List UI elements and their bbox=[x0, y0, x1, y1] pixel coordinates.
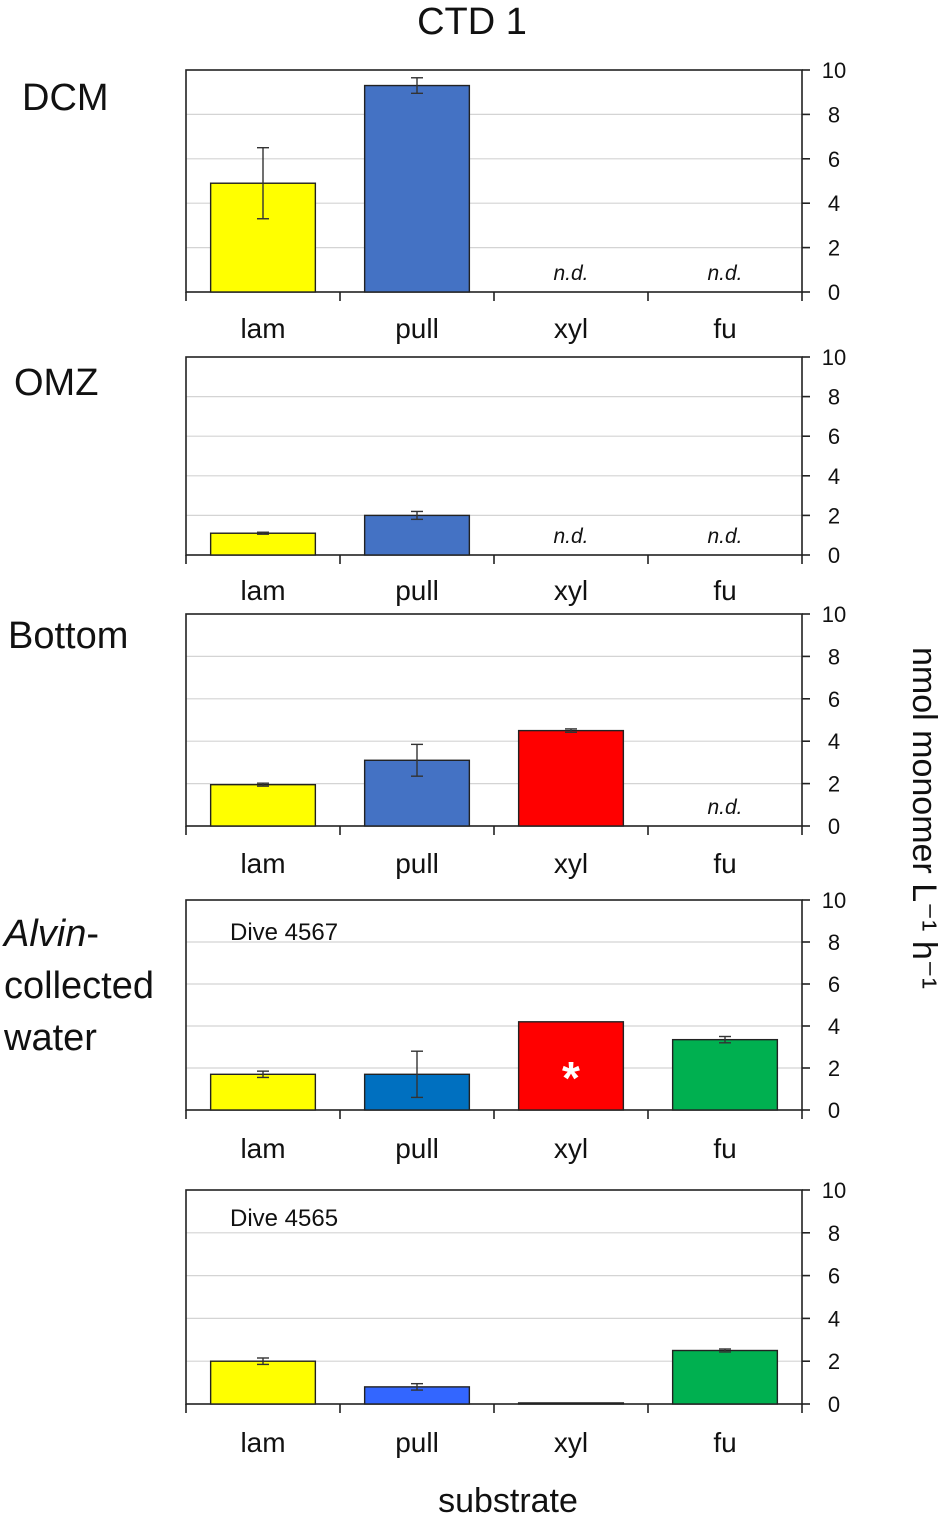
y-tick-label: 10 bbox=[822, 58, 846, 83]
y-tick-label: 2 bbox=[828, 236, 840, 261]
y-axis-label: nmol monomer L⁻¹ h⁻¹ bbox=[905, 647, 943, 989]
bar-fu bbox=[671, 1349, 779, 1405]
category-label-lam: lam bbox=[240, 313, 285, 344]
panel-omz: 0 2 4 6 8 10 lam pull n.d. xyl n.d. fu bbox=[185, 345, 846, 606]
significance-asterisk: * bbox=[562, 1052, 580, 1104]
bar-fu bbox=[671, 1038, 779, 1111]
y-tick-label: 2 bbox=[828, 1349, 840, 1374]
y-tick-label: 4 bbox=[828, 1306, 840, 1331]
y-tick-label: 4 bbox=[828, 729, 840, 754]
y-tick-label: 8 bbox=[828, 930, 840, 955]
chart-panels: 0 2 4 6 8 10 lam pull n.d. xyl n.d. fu 0 2 4 6 8 10 lam pul… bbox=[185, 58, 846, 1458]
bar-lam bbox=[209, 1360, 317, 1405]
error-bar-lam bbox=[257, 782, 269, 787]
category-label-lam: lam bbox=[240, 575, 285, 606]
y-tick-label: 6 bbox=[828, 972, 840, 997]
category-label-fu: fu bbox=[713, 313, 736, 344]
category-label-fu: fu bbox=[713, 848, 736, 879]
bar-pull bbox=[363, 84, 471, 293]
error-bar-lam bbox=[257, 1070, 269, 1079]
panel-bottom: 0 2 4 6 8 10 lam pull xyl n.d. fu bbox=[185, 602, 846, 879]
bar-pull bbox=[363, 514, 471, 556]
y-tick-label: 8 bbox=[828, 102, 840, 127]
nd-label: n.d. bbox=[707, 796, 742, 819]
y-tick-label: 10 bbox=[822, 888, 846, 913]
panel-dcm: 0 2 4 6 8 10 lam pull n.d. xyl n.d. fu bbox=[185, 58, 846, 344]
y-tick-label: 8 bbox=[828, 1221, 840, 1246]
category-label-pull: pull bbox=[395, 1133, 439, 1164]
nd-label: n.d. bbox=[707, 262, 742, 285]
y-tick-label: 0 bbox=[828, 1098, 840, 1123]
y-tick-label: 10 bbox=[822, 602, 846, 627]
nd-label: n.d. bbox=[553, 525, 588, 548]
category-label-fu: fu bbox=[713, 575, 736, 606]
y-tick-label: 0 bbox=[828, 1392, 840, 1417]
y-tick-label: 2 bbox=[828, 503, 840, 528]
error-bar-fu bbox=[719, 1035, 731, 1044]
category-label-pull: pull bbox=[395, 1427, 439, 1458]
bar-lam bbox=[209, 783, 317, 827]
category-label-lam: lam bbox=[240, 848, 285, 879]
nd-label: n.d. bbox=[553, 262, 588, 285]
y-tick-label: 2 bbox=[828, 1056, 840, 1081]
dive-label: Dive 4565 bbox=[230, 1205, 338, 1232]
row-label-omz: OMZ bbox=[14, 362, 98, 404]
dive-label: Dive 4567 bbox=[230, 919, 338, 946]
category-label-xyl: xyl bbox=[554, 313, 588, 344]
error-bar-pull bbox=[411, 1382, 423, 1391]
row-label-dcm: DCM bbox=[22, 77, 109, 119]
y-tick-label: 6 bbox=[828, 687, 840, 712]
y-tick-label: 2 bbox=[828, 772, 840, 797]
error-bar-xyl bbox=[565, 728, 577, 733]
category-label-lam: lam bbox=[240, 1427, 285, 1458]
y-tick-label: 0 bbox=[828, 814, 840, 839]
error-bar-lam bbox=[257, 1357, 269, 1366]
y-tick-label: 4 bbox=[828, 464, 840, 489]
row-label-bottom: Bottom bbox=[8, 615, 128, 657]
error-bar-pull bbox=[411, 510, 423, 521]
y-tick-label: 6 bbox=[828, 424, 840, 449]
figure-title: CTD 1 bbox=[417, 1, 527, 43]
error-bar-pull bbox=[411, 743, 423, 777]
y-tick-label: 10 bbox=[822, 1178, 846, 1203]
y-tick-label: 6 bbox=[828, 147, 840, 172]
error-bar-pull bbox=[411, 1050, 423, 1099]
panel-dive-4567: 0 2 4 6 8 10 lam pull * xyl fu Dive 4567 bbox=[185, 888, 846, 1164]
category-label-pull: pull bbox=[395, 313, 439, 344]
y-tick-label: 0 bbox=[828, 280, 840, 305]
bar-xyl bbox=[517, 1021, 625, 1111]
row-label-alvin: Alvin- collected water bbox=[2, 913, 165, 1059]
bar-xyl bbox=[517, 1402, 625, 1405]
y-tick-label: 8 bbox=[828, 385, 840, 410]
category-label-xyl: xyl bbox=[554, 1427, 588, 1458]
error-bar-lam bbox=[257, 531, 269, 535]
nd-label: n.d. bbox=[707, 525, 742, 548]
category-label-fu: fu bbox=[713, 1133, 736, 1164]
category-label-pull: pull bbox=[395, 848, 439, 879]
bar-xyl bbox=[517, 729, 625, 827]
error-bar-pull bbox=[411, 77, 423, 95]
y-tick-label: 4 bbox=[828, 1014, 840, 1039]
x-axis-label: substrate bbox=[438, 1482, 578, 1520]
bar-lam bbox=[209, 532, 317, 556]
y-tick-label: 0 bbox=[828, 543, 840, 568]
y-tick-label: 6 bbox=[828, 1264, 840, 1289]
bar-lam bbox=[209, 1073, 317, 1111]
error-bar-fu bbox=[719, 1348, 731, 1353]
y-tick-label: 10 bbox=[822, 345, 846, 370]
error-bar-lam bbox=[257, 146, 269, 220]
category-label-xyl: xyl bbox=[554, 1133, 588, 1164]
y-tick-label: 4 bbox=[828, 191, 840, 216]
y-tick-label: 8 bbox=[828, 644, 840, 669]
category-label-pull: pull bbox=[395, 575, 439, 606]
category-label-lam: lam bbox=[240, 1133, 285, 1164]
panel-dive-4565: 0 2 4 6 8 10 lam pull xyl fu Dive 4565 bbox=[185, 1178, 846, 1458]
category-label-xyl: xyl bbox=[554, 575, 588, 606]
category-label-fu: fu bbox=[713, 1427, 736, 1458]
category-label-xyl: xyl bbox=[554, 848, 588, 879]
